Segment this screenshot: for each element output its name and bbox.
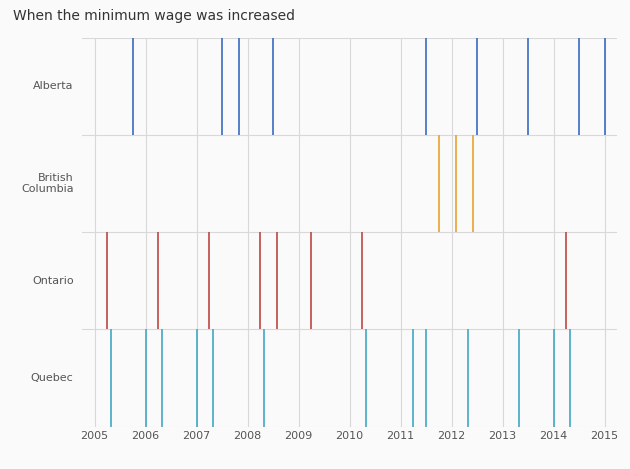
Y-axis label: Alberta: Alberta — [33, 81, 74, 91]
Y-axis label: Ontario: Ontario — [32, 276, 74, 286]
Y-axis label: British
Columbia: British Columbia — [21, 173, 74, 194]
Text: When the minimum wage was increased: When the minimum wage was increased — [13, 9, 295, 23]
Y-axis label: Quebec: Quebec — [31, 373, 74, 383]
